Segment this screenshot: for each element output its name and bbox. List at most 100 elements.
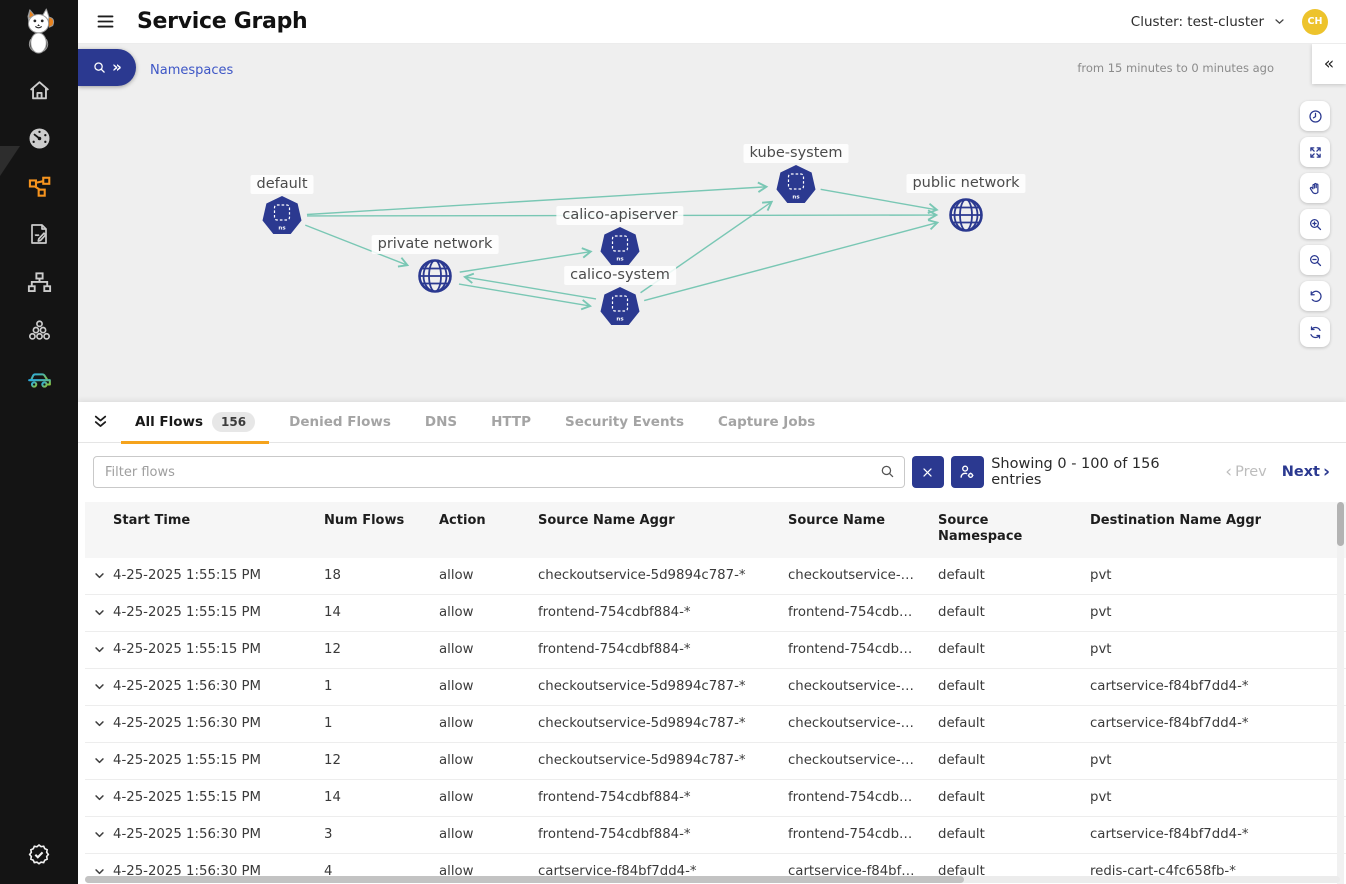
filter-flows-input[interactable] xyxy=(93,456,905,488)
table-cell: redis-cart-c4fc658fb-* xyxy=(1090,864,1236,879)
table-row[interactable]: 4-25-2025 1:55:15 PM 14 allow frontend-754c… xyxy=(85,594,1346,632)
table-cell: default xyxy=(938,753,985,768)
sidebar-item-workload-tour[interactable] xyxy=(0,354,78,402)
avatar[interactable]: CH xyxy=(1302,8,1328,35)
table-cell: default xyxy=(938,568,985,583)
clear-filter-button[interactable] xyxy=(912,456,944,488)
table-cell: cartservice-f84bf7dd4-* xyxy=(1090,679,1249,694)
table-row[interactable]: 4-25-2025 1:56:30 PM 1 allow checkoutservic… xyxy=(85,668,1346,706)
fit-screen-button[interactable] xyxy=(1300,137,1330,167)
table-row[interactable]: 4-25-2025 1:56:30 PM 3 allow frontend-754cd… xyxy=(85,816,1346,854)
zoom-out-button[interactable] xyxy=(1300,245,1330,275)
chevron-left-icon: ‹ xyxy=(1225,461,1233,482)
expand-row-icon[interactable] xyxy=(85,716,113,731)
table-cell: cartservice-f84bf7dd4-* xyxy=(1090,716,1249,731)
prev-page-button[interactable]: ‹ Prev xyxy=(1225,461,1267,482)
calico-cat-logo[interactable] xyxy=(17,6,61,56)
next-page-button[interactable]: Next › xyxy=(1281,461,1331,482)
expand-row-icon[interactable] xyxy=(85,605,113,620)
hamburger-icon[interactable] xyxy=(95,11,116,32)
expand-row-icon[interactable] xyxy=(85,642,113,657)
cluster-selector[interactable]: Cluster: test-cluster xyxy=(1131,14,1286,30)
collapse-side-panel-button[interactable]: « xyxy=(1312,44,1346,84)
vertical-scrollbar[interactable] xyxy=(1337,502,1344,884)
tab-dns[interactable]: DNS xyxy=(408,402,474,443)
page-title: Service Graph xyxy=(137,9,308,34)
sidebar-item-service-graph[interactable] xyxy=(0,146,78,210)
table-row[interactable]: 4-25-2025 1:56:30 PM 1 allow checkoutservic… xyxy=(85,705,1346,743)
svg-text:ns: ns xyxy=(616,257,624,263)
chevrons-down-icon[interactable] xyxy=(91,413,110,432)
column-header[interactable]: Source Namespace xyxy=(938,513,1023,545)
flow-edge-private-network-to-calico-system xyxy=(458,283,592,311)
node-label-calico-apiserver: calico-apiserver xyxy=(556,206,684,225)
horizontal-scrollbar[interactable] xyxy=(85,876,1340,883)
tab-all-flows[interactable]: All Flows 156 xyxy=(118,402,272,444)
expand-row-icon[interactable] xyxy=(85,790,113,805)
table-cell: frontend-754cdb… xyxy=(788,790,913,805)
table-cell: allow xyxy=(439,568,474,583)
table-cell: cartservice-f84bf7dd4-* xyxy=(538,864,697,879)
undo-icon xyxy=(1308,289,1323,304)
graph-search-pill[interactable]: » xyxy=(78,49,136,86)
table-cell: checkoutservice-… xyxy=(788,568,914,583)
network-tree-icon xyxy=(27,270,52,295)
table-row[interactable]: 4-25-2025 1:55:15 PM 12 allow checkoutservi… xyxy=(85,742,1346,780)
tab-label: Security Events xyxy=(565,414,685,430)
sidebar-item-home[interactable] xyxy=(0,66,78,114)
column-header[interactable]: Source Name xyxy=(788,513,886,528)
table-cell: checkoutservice-… xyxy=(788,679,914,694)
sidebar-item-dashboard[interactable] xyxy=(0,114,78,162)
service-graph-canvas[interactable]: ns ns ns ns default private network calico-ap… xyxy=(78,44,1346,402)
column-header[interactable]: Start Time xyxy=(113,513,191,528)
expand-row-icon[interactable] xyxy=(85,568,113,583)
table-cell: checkoutservice-5d9894c787-* xyxy=(538,679,746,694)
breadcrumb-namespaces[interactable]: Namespaces xyxy=(150,63,234,78)
table-cell: pvt xyxy=(1090,753,1112,768)
expand-row-icon[interactable] xyxy=(85,864,113,879)
tab-security-events[interactable]: Security Events xyxy=(548,402,701,443)
table-cell: frontend-754cdb… xyxy=(788,642,913,657)
svg-text:ns: ns xyxy=(616,317,624,323)
flows-table-body: 4-25-2025 1:55:15 PM 18 allow checkoutservi… xyxy=(85,557,1346,884)
fit-screen-icon xyxy=(1308,145,1323,160)
column-header[interactable]: Action xyxy=(439,513,486,528)
expand-row-icon[interactable] xyxy=(85,679,113,694)
tab-label: All Flows xyxy=(135,414,204,430)
reset-view-button[interactable] xyxy=(1300,281,1330,311)
table-cell: 4-25-2025 1:55:15 PM xyxy=(113,568,262,583)
refresh-button[interactable] xyxy=(1300,317,1330,347)
table-cell: default xyxy=(938,864,985,879)
flow-edge-calico-system-to-public-network xyxy=(643,219,940,302)
tab-label: HTTP xyxy=(491,414,532,430)
table-cell: allow xyxy=(439,827,474,842)
sidebar-item-nodes[interactable] xyxy=(0,258,78,306)
table-cell: frontend-754cdbf884-* xyxy=(538,827,691,842)
table-row[interactable]: 4-25-2025 1:55:15 PM 12 allow frontend-754c… xyxy=(85,631,1346,669)
tab-capture-jobs[interactable]: Capture Jobs xyxy=(701,402,832,443)
search-icon xyxy=(92,60,107,75)
zoom-in-button[interactable] xyxy=(1300,209,1330,239)
namespace-node-kube-system: ns xyxy=(776,165,816,203)
tab-denied-flows[interactable]: Denied Flows xyxy=(272,402,408,443)
time-settings-button[interactable] xyxy=(1300,101,1330,131)
pan-mode-button[interactable] xyxy=(1300,173,1330,203)
policies-icon xyxy=(27,222,51,246)
column-header[interactable]: Destination Name Aggr xyxy=(1090,513,1262,528)
sidebar-item-compliance[interactable] xyxy=(0,842,78,868)
table-cell: cartservice-f84bf… xyxy=(788,864,915,879)
namespace-node-calico-apiserver: ns xyxy=(600,227,640,265)
flow-edge-calico-system-to-private-network xyxy=(463,272,597,300)
expand-row-icon[interactable] xyxy=(85,753,113,768)
expand-row-icon[interactable] xyxy=(85,827,113,842)
tab-http[interactable]: HTTP xyxy=(474,402,548,443)
sidebar-item-components[interactable] xyxy=(0,306,78,354)
table-row[interactable]: 4-25-2025 1:55:15 PM 18 allow checkoutservi… xyxy=(85,557,1346,595)
tab-label: DNS xyxy=(424,414,458,430)
table-cell: 4-25-2025 1:55:15 PM xyxy=(113,790,262,805)
column-header[interactable]: Source Name Aggr xyxy=(538,513,675,528)
sidebar-item-policies[interactable] xyxy=(0,210,78,258)
customize-columns-button[interactable] xyxy=(950,456,985,488)
table-row[interactable]: 4-25-2025 1:55:15 PM 14 allow frontend-754c… xyxy=(85,779,1346,817)
column-header[interactable]: Num Flows xyxy=(324,513,405,528)
